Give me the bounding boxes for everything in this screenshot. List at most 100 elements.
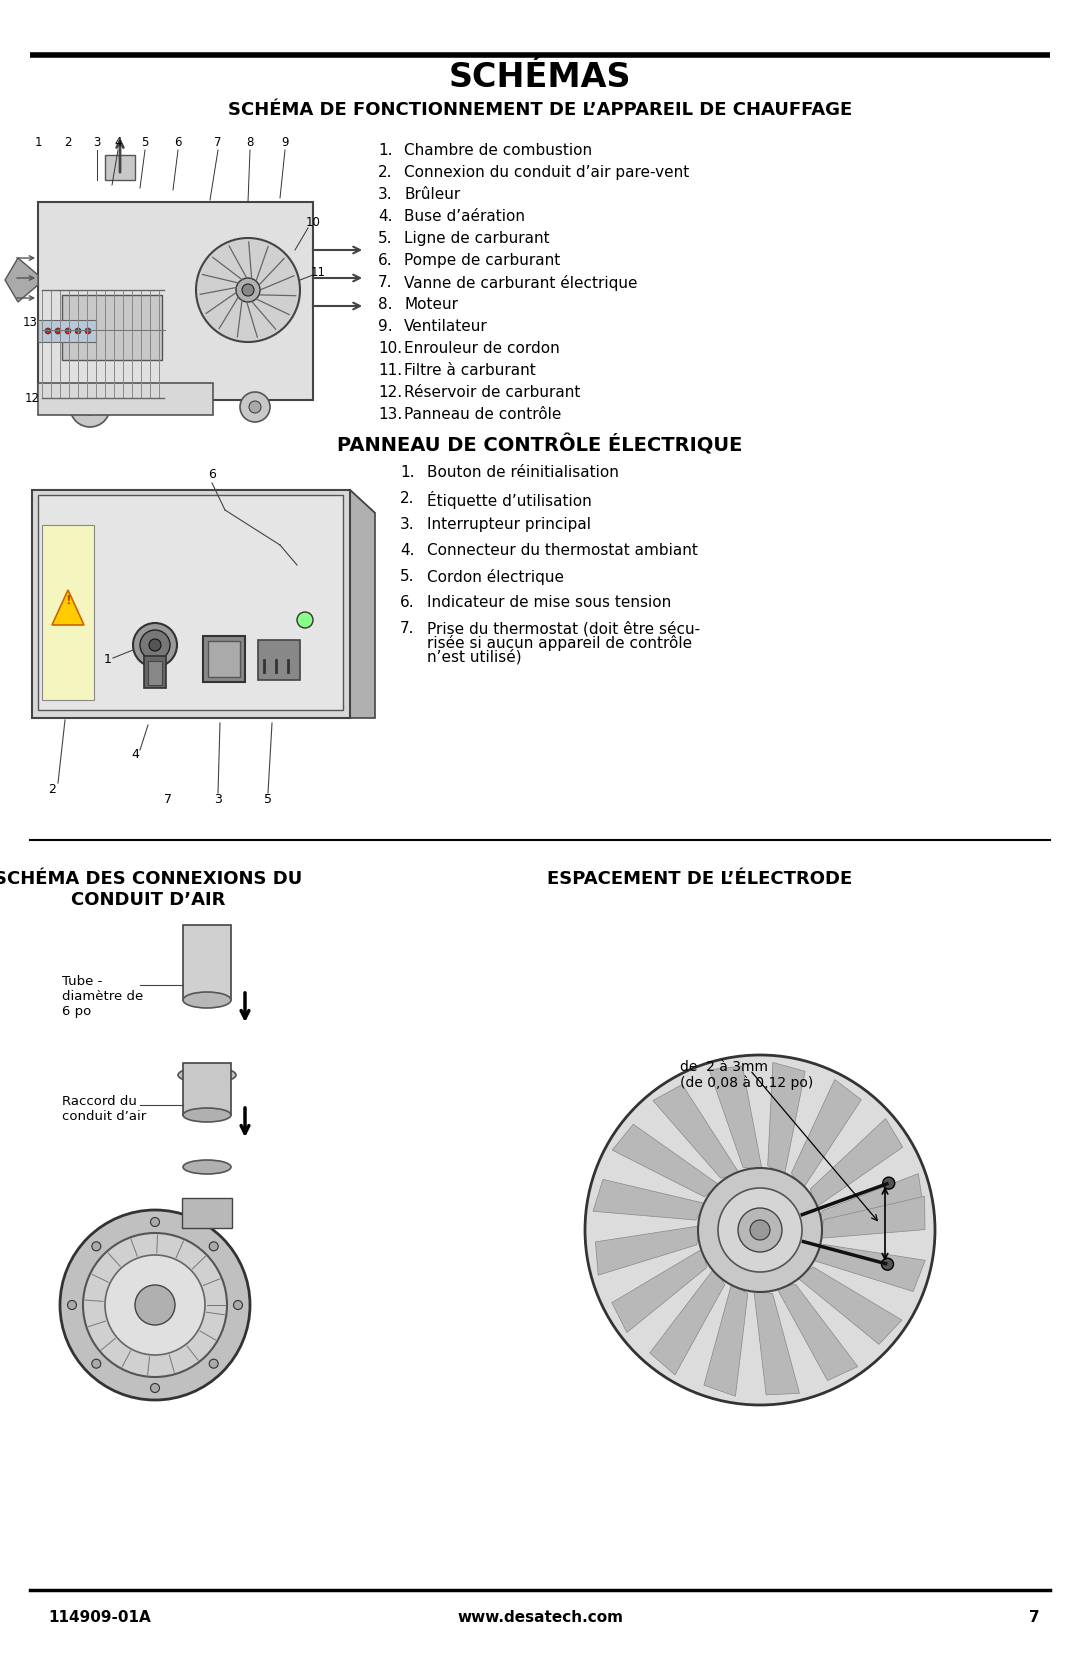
Text: 10.: 10. bbox=[378, 340, 402, 355]
FancyBboxPatch shape bbox=[144, 656, 166, 688]
Circle shape bbox=[240, 392, 270, 422]
Circle shape bbox=[133, 623, 177, 668]
Polygon shape bbox=[350, 491, 375, 718]
Text: 11.: 11. bbox=[378, 362, 402, 377]
Circle shape bbox=[718, 1188, 802, 1272]
Circle shape bbox=[249, 401, 261, 412]
Polygon shape bbox=[32, 491, 375, 512]
Text: 3.: 3. bbox=[378, 187, 393, 202]
Polygon shape bbox=[812, 1245, 926, 1292]
Polygon shape bbox=[52, 591, 84, 624]
Polygon shape bbox=[768, 1063, 805, 1175]
Text: Connexion du conduit d’air pare-vent: Connexion du conduit d’air pare-vent bbox=[404, 165, 689, 180]
Text: 6.: 6. bbox=[378, 254, 393, 269]
Circle shape bbox=[45, 329, 51, 334]
Circle shape bbox=[75, 329, 81, 334]
Text: 9: 9 bbox=[281, 137, 288, 150]
FancyBboxPatch shape bbox=[148, 661, 162, 684]
FancyBboxPatch shape bbox=[258, 639, 300, 679]
Text: Enrouleur de cordon: Enrouleur de cordon bbox=[404, 340, 559, 355]
Text: 4: 4 bbox=[114, 137, 122, 150]
Circle shape bbox=[65, 329, 71, 334]
Text: PANNEAU DE CONTRÔLE ÉLECTRIQUE: PANNEAU DE CONTRÔLE ÉLECTRIQUE bbox=[337, 434, 743, 456]
Text: Filtre à carburant: Filtre à carburant bbox=[404, 362, 536, 377]
Text: 7.: 7. bbox=[400, 621, 415, 636]
Circle shape bbox=[82, 399, 98, 416]
FancyBboxPatch shape bbox=[183, 925, 231, 1000]
Text: 6: 6 bbox=[174, 137, 181, 150]
Polygon shape bbox=[704, 1283, 747, 1397]
Text: 2.: 2. bbox=[400, 491, 415, 506]
Text: Étiquette d’utilisation: Étiquette d’utilisation bbox=[427, 491, 592, 509]
Polygon shape bbox=[820, 1197, 924, 1238]
Text: 10: 10 bbox=[306, 217, 321, 230]
Text: 13: 13 bbox=[23, 315, 38, 329]
Ellipse shape bbox=[183, 991, 231, 1008]
Circle shape bbox=[149, 639, 161, 651]
Text: 8: 8 bbox=[246, 137, 254, 150]
Circle shape bbox=[882, 1177, 894, 1188]
Text: SCHÉMA DES CONNEXIONS DU
CONDUIT D’AIR: SCHÉMA DES CONNEXIONS DU CONDUIT D’AIR bbox=[0, 870, 302, 910]
FancyBboxPatch shape bbox=[38, 202, 313, 401]
FancyBboxPatch shape bbox=[208, 641, 240, 678]
Text: Prise du thermostat (doit être sécu-: Prise du thermostat (doit être sécu- bbox=[427, 621, 700, 636]
FancyBboxPatch shape bbox=[38, 320, 96, 342]
Circle shape bbox=[150, 1384, 160, 1392]
Text: Ventilateur: Ventilateur bbox=[404, 319, 488, 334]
Circle shape bbox=[297, 613, 313, 628]
FancyBboxPatch shape bbox=[105, 155, 135, 180]
Text: 4.: 4. bbox=[400, 542, 415, 557]
Circle shape bbox=[750, 1220, 770, 1240]
Text: Vanne de carburant électrique: Vanne de carburant électrique bbox=[404, 275, 637, 290]
Polygon shape bbox=[593, 1180, 706, 1220]
Text: 5.: 5. bbox=[378, 230, 392, 245]
Text: 2.: 2. bbox=[378, 165, 392, 180]
Circle shape bbox=[195, 239, 300, 342]
Text: Moteur: Moteur bbox=[404, 297, 458, 312]
Polygon shape bbox=[595, 1225, 700, 1275]
Text: Buse d’aération: Buse d’aération bbox=[404, 209, 525, 224]
Circle shape bbox=[60, 1210, 249, 1400]
Circle shape bbox=[83, 1233, 227, 1377]
Circle shape bbox=[150, 1217, 160, 1227]
Text: 6: 6 bbox=[208, 469, 216, 481]
Circle shape bbox=[698, 1168, 822, 1292]
Polygon shape bbox=[653, 1085, 740, 1178]
Circle shape bbox=[92, 1242, 100, 1250]
Ellipse shape bbox=[183, 1108, 231, 1122]
Text: Bouton de réinitialisation: Bouton de réinitialisation bbox=[427, 466, 619, 481]
Text: risée si aucun appareil de contrôle: risée si aucun appareil de contrôle bbox=[427, 634, 692, 651]
Polygon shape bbox=[5, 259, 38, 302]
Text: Ligne de carburant: Ligne de carburant bbox=[404, 230, 550, 245]
Text: Connecteur du thermostat ambiant: Connecteur du thermostat ambiant bbox=[427, 542, 698, 557]
Text: Tube -
diamètre de
6 po: Tube - diamètre de 6 po bbox=[62, 975, 144, 1018]
Text: Panneau de contrôle: Panneau de contrôle bbox=[404, 407, 562, 422]
Circle shape bbox=[233, 1300, 243, 1310]
Circle shape bbox=[135, 1285, 175, 1325]
Circle shape bbox=[140, 629, 170, 659]
Circle shape bbox=[92, 1359, 100, 1369]
Text: 2: 2 bbox=[49, 783, 56, 796]
Text: SCHÉMA DE FONCTIONNEMENT DE L’APPAREIL DE CHAUFFAGE: SCHÉMA DE FONCTIONNEMENT DE L’APPAREIL D… bbox=[228, 102, 852, 118]
Text: Chambre de combustion: Chambre de combustion bbox=[404, 144, 592, 159]
Text: ESPACEMENT DE L’ÉLECTRODE: ESPACEMENT DE L’ÉLECTRODE bbox=[548, 870, 852, 888]
Text: 1: 1 bbox=[35, 137, 42, 150]
Text: 7: 7 bbox=[214, 137, 221, 150]
FancyBboxPatch shape bbox=[183, 1063, 231, 1115]
Text: 6.: 6. bbox=[400, 596, 415, 609]
Circle shape bbox=[738, 1208, 782, 1252]
Text: 4: 4 bbox=[131, 748, 139, 761]
Text: 7: 7 bbox=[164, 793, 172, 806]
Circle shape bbox=[70, 387, 110, 427]
Text: 3.: 3. bbox=[400, 517, 415, 532]
Text: 5.: 5. bbox=[400, 569, 415, 584]
Circle shape bbox=[85, 329, 91, 334]
Text: Brûleur: Brûleur bbox=[404, 187, 460, 202]
Polygon shape bbox=[710, 1066, 762, 1170]
Text: 3: 3 bbox=[214, 793, 221, 806]
Text: 12.: 12. bbox=[378, 386, 402, 401]
Text: n’est utilisé): n’est utilisé) bbox=[427, 649, 522, 664]
Text: 1.: 1. bbox=[378, 144, 392, 159]
FancyBboxPatch shape bbox=[38, 496, 343, 709]
Text: 1: 1 bbox=[104, 654, 112, 666]
